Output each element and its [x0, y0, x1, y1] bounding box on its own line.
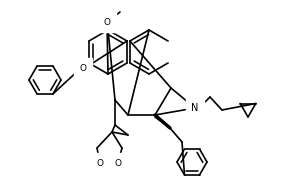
Text: O: O: [97, 159, 104, 168]
Text: O: O: [115, 159, 122, 168]
Text: N: N: [191, 103, 199, 113]
Text: O: O: [104, 18, 110, 27]
Text: O: O: [79, 64, 86, 73]
